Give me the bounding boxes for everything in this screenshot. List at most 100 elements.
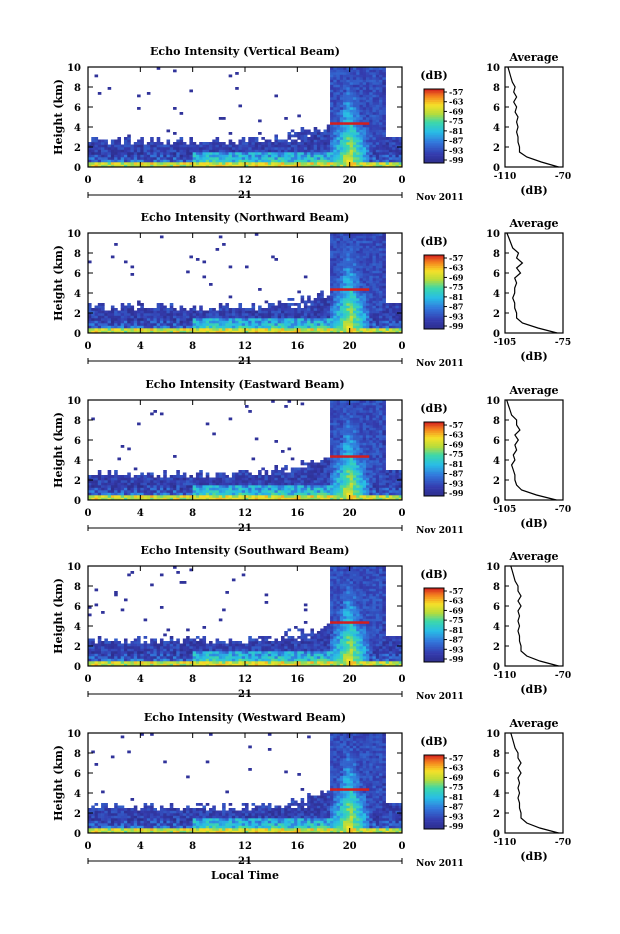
heatmap-cell (373, 115, 377, 118)
heatmap-cell (359, 263, 363, 266)
heatmap-cell (209, 142, 213, 145)
heatmap-cell (350, 433, 354, 436)
heatmap-cell (186, 318, 190, 321)
heatmap-cell (353, 238, 357, 241)
heatmap-cell (356, 473, 360, 476)
heatmap-cell (245, 328, 249, 331)
heatmap-cell (304, 321, 308, 324)
heatmap-cell (108, 157, 112, 160)
heatmap-cell (288, 160, 292, 163)
heatmap-cell (186, 493, 190, 496)
heatmap-cell (248, 140, 252, 143)
heatmap-cell (333, 150, 337, 153)
heatmap-cell (114, 490, 118, 493)
y-tick-label: 10 (67, 229, 81, 240)
heatmap-cell (386, 306, 390, 309)
heatmap-cell (320, 463, 324, 466)
avg-y-tick-label: 2 (493, 143, 500, 154)
heatmap-cell (350, 443, 354, 446)
heatmap-cell (366, 238, 370, 241)
heatmap-cell (366, 80, 370, 83)
heatmap-cell (340, 117, 344, 120)
heatmap-cell (147, 483, 151, 486)
heatmap-cell (343, 298, 347, 301)
heatmap-cell (117, 483, 121, 486)
heatmap-cell (359, 122, 363, 125)
heatmap-cell (330, 248, 334, 251)
heatmap-cell (265, 480, 269, 483)
heatmap-cell (268, 493, 272, 496)
heatmap-cell (389, 313, 393, 316)
heatmap-cell (294, 475, 298, 478)
heatmap-cell (320, 488, 324, 491)
heatmap-cell (124, 321, 128, 324)
heatmap-cell (304, 483, 308, 486)
heatmap-cell (199, 152, 203, 155)
heatmap-cell (376, 410, 380, 413)
heatmap-cell (163, 495, 167, 498)
heatmap-cell (366, 438, 370, 441)
heatmap-cell (271, 473, 275, 476)
heatmap-cell (157, 495, 161, 498)
heatmap-cell (324, 470, 328, 473)
heatmap-cell (337, 318, 341, 321)
heatmap-cell (238, 316, 242, 319)
heatmap-cell (147, 313, 151, 316)
heatmap-cell (131, 485, 135, 488)
heatmap-cell (382, 490, 386, 493)
heatmap-cell (111, 475, 115, 478)
heatmap-cell (337, 313, 341, 316)
heatmap-cell (366, 408, 370, 411)
heatmap-cell (333, 152, 337, 155)
heatmap-cell (369, 266, 373, 269)
heatmap-cell (294, 470, 298, 473)
heatmap-cell (373, 425, 377, 428)
heatmap-cell (104, 142, 108, 145)
heatmap-cell (304, 308, 308, 311)
heatmap-cell (291, 313, 295, 316)
heatmap-cell (340, 478, 344, 481)
heatmap-cell (111, 478, 115, 481)
heatmap-cell (369, 87, 373, 90)
heatmap-cell (327, 478, 331, 481)
heatmap-cell (366, 261, 370, 264)
heatmap-cell (310, 321, 314, 324)
heatmap-cell (297, 493, 301, 496)
heatmap-cell (297, 328, 301, 331)
heatmap-cell (170, 145, 174, 148)
heatmap-cell (291, 140, 295, 143)
heatmap-cell (395, 321, 399, 324)
heatmap-cell (242, 475, 246, 478)
heatmap-cell (343, 301, 347, 304)
heatmap-cell (245, 266, 249, 269)
heatmap-cell (363, 132, 367, 135)
heatmap-cell (111, 483, 115, 486)
heatmap-cell (376, 80, 380, 83)
heatmap-cell (157, 137, 161, 140)
heatmap-cell (291, 475, 295, 478)
heatmap-cell (137, 493, 141, 496)
colorbar-segment (424, 312, 444, 314)
heatmap-cell (317, 463, 321, 466)
avg-y-tick-label: 10 (486, 229, 500, 240)
heatmap-cell (310, 316, 314, 319)
heatmap-cell (320, 132, 324, 135)
heatmap-cell (301, 328, 305, 331)
heatmap-cell (369, 95, 373, 98)
heatmap-cell (359, 316, 363, 319)
heatmap-cell (343, 321, 347, 324)
heatmap-cell (134, 160, 138, 163)
heatmap-cell (373, 468, 377, 471)
heatmap-cell (124, 493, 128, 496)
heatmap-cell (356, 132, 360, 135)
heatmap-cell (153, 145, 157, 148)
heatmap-cell (206, 313, 210, 316)
heatmap-cell (356, 326, 360, 329)
heatmap-cell (157, 157, 161, 160)
heatmap-cell (104, 488, 108, 491)
heatmap-cell (193, 150, 197, 153)
heatmap-cell (160, 147, 164, 150)
heatmap-cell (327, 303, 331, 306)
heatmap-cell (268, 475, 272, 478)
heatmap-cell (98, 147, 102, 150)
